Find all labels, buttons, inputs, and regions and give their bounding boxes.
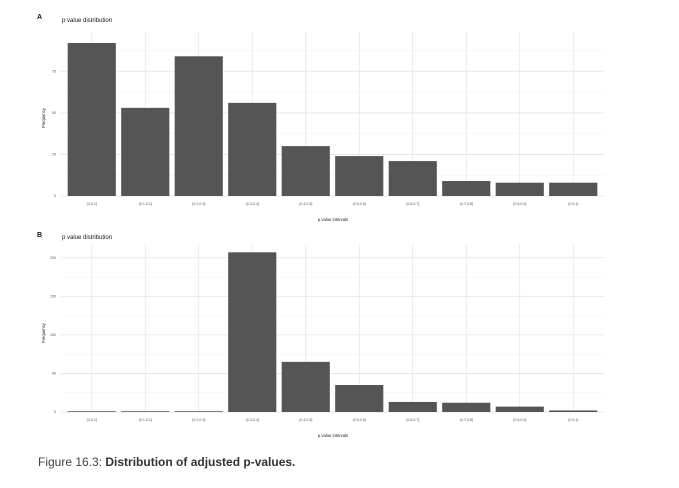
bar-a-3 bbox=[228, 102, 277, 196]
y-tick-label: 50 bbox=[52, 372, 56, 376]
x-tick-label: (0.4,0.5] bbox=[299, 418, 312, 422]
bar-a-6 bbox=[388, 161, 437, 196]
y-tick-label: 150 bbox=[50, 294, 56, 298]
y-tick-label: 0 bbox=[54, 410, 56, 414]
bar-b-8 bbox=[495, 406, 544, 412]
x-tick-label: (0.7,0.8] bbox=[460, 202, 473, 206]
bar-a-1 bbox=[121, 107, 170, 196]
bar-a-9 bbox=[549, 182, 598, 196]
x-tick-label: (0.6,0.7] bbox=[406, 418, 419, 422]
panel-b-y-axis-label: Frequency bbox=[41, 322, 46, 343]
x-tick-label: (0.5,0.6] bbox=[353, 418, 366, 422]
caption-prefix: Figure 16.3: bbox=[38, 455, 106, 469]
bar-b-1 bbox=[121, 411, 170, 412]
bar-b-7 bbox=[442, 402, 491, 412]
bar-b-5 bbox=[335, 385, 384, 412]
panel-a-letter: A bbox=[37, 14, 42, 21]
panel-a-x-ticks: (0,0.1] (0.1,0.2] (0.2,0.3] (0.3,0.4] (0.4,0… bbox=[87, 202, 579, 206]
x-tick-label: (0.9,1] bbox=[568, 202, 578, 206]
bar-b-0 bbox=[67, 411, 116, 412]
x-tick-label: (0.1,0.2] bbox=[139, 202, 152, 206]
panel-b-title: p value distribution bbox=[62, 235, 112, 241]
bar-a-8 bbox=[495, 182, 544, 196]
caption-title: Distribution of adjusted p-values. bbox=[105, 455, 296, 469]
x-tick-label: (0.3,0.4] bbox=[246, 418, 259, 422]
y-tick-label: 25 bbox=[52, 153, 56, 157]
x-tick-label: (0,0.1] bbox=[87, 418, 97, 422]
bar-b-3 bbox=[228, 252, 277, 412]
panel-a-y-axis-label: Frequency bbox=[41, 107, 46, 128]
x-tick-label: (0.6,0.7] bbox=[406, 202, 419, 206]
x-tick-label: (0.2,0.3] bbox=[192, 202, 205, 206]
panel-b-x-ticks: (0,0.1] (0.1,0.2] (0.2,0.3] (0.3,0.4] (0.4,0… bbox=[87, 418, 579, 422]
bar-b-4 bbox=[281, 361, 330, 412]
bar-a-2 bbox=[174, 56, 223, 196]
x-tick-label: (0.8,0.9] bbox=[513, 202, 526, 206]
x-tick-label: (0.9,1] bbox=[568, 418, 578, 422]
panel-a-bars bbox=[67, 42, 598, 197]
bar-a-7 bbox=[442, 181, 491, 196]
x-tick-label: (0.7,0.8] bbox=[460, 418, 473, 422]
bar-a-0 bbox=[67, 42, 116, 197]
bar-b-6 bbox=[388, 401, 437, 412]
x-tick-label: (0.4,0.5] bbox=[299, 202, 312, 206]
figure-caption: Figure 16.3: Distribution of adjusted p-… bbox=[38, 455, 295, 469]
panel-a-title: p value distribution bbox=[62, 18, 112, 24]
panel-b-bars bbox=[67, 252, 598, 412]
x-tick-label: (0.8,0.9] bbox=[513, 418, 526, 422]
bar-b-2 bbox=[174, 411, 223, 412]
x-tick-label: (0.3,0.4] bbox=[246, 202, 259, 206]
y-tick-label: 100 bbox=[50, 333, 56, 337]
y-tick-label: 75 bbox=[52, 69, 56, 73]
y-tick-label: 50 bbox=[52, 111, 56, 115]
panel-a-x-axis-label: p value intervals bbox=[318, 217, 348, 222]
x-tick-label: (0.2,0.3] bbox=[192, 418, 205, 422]
panel-b: B p value distribution 0 50 100 150 200 (0,0… bbox=[37, 232, 604, 438]
panel-b-y-ticks: 0 50 100 150 200 bbox=[50, 256, 56, 414]
bar-a-4 bbox=[281, 146, 330, 196]
panel-b-grid bbox=[61, 244, 604, 413]
panel-a-y-ticks: 0 25 50 75 bbox=[52, 69, 56, 198]
x-tick-label: (0.5,0.6] bbox=[353, 202, 366, 206]
y-tick-label: 200 bbox=[50, 256, 56, 260]
bar-b-9 bbox=[549, 410, 598, 412]
x-tick-label: (0.1,0.2] bbox=[139, 418, 152, 422]
panel-b-letter: B bbox=[37, 232, 42, 239]
panel-b-x-axis-label: p value intervals bbox=[318, 433, 348, 438]
y-tick-label: 0 bbox=[54, 194, 56, 198]
bar-a-5 bbox=[335, 156, 384, 196]
x-tick-label: (0,0.1] bbox=[87, 202, 97, 206]
